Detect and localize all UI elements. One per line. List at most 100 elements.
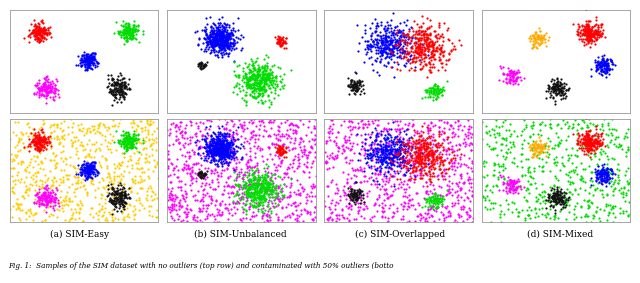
Point: [34, 190, 44, 194]
Point: [380, 187, 390, 191]
Point: [559, 92, 569, 96]
Point: [111, 80, 122, 84]
Point: [176, 129, 186, 134]
Point: [113, 199, 123, 204]
Point: [83, 172, 93, 177]
Point: [429, 123, 440, 127]
Point: [222, 138, 232, 142]
Point: [255, 182, 266, 187]
Point: [431, 145, 442, 149]
Point: [385, 155, 395, 159]
Point: [436, 157, 446, 162]
Point: [584, 27, 595, 32]
Point: [115, 196, 125, 200]
Point: [360, 47, 371, 51]
Point: [221, 143, 231, 147]
Point: [552, 189, 562, 194]
Point: [220, 131, 230, 136]
Point: [355, 188, 365, 193]
Point: [600, 61, 610, 66]
Point: [545, 215, 555, 220]
Point: [387, 159, 397, 163]
Point: [78, 177, 88, 181]
Point: [429, 65, 440, 69]
Point: [250, 95, 260, 100]
Point: [115, 87, 125, 92]
Point: [271, 142, 281, 146]
Point: [269, 118, 279, 123]
Point: [111, 192, 121, 196]
Point: [289, 153, 300, 158]
Point: [118, 140, 129, 145]
Point: [586, 35, 596, 39]
Point: [227, 44, 237, 49]
Point: [294, 136, 305, 140]
Point: [226, 118, 236, 122]
Point: [436, 203, 447, 208]
Point: [206, 168, 216, 173]
Point: [259, 179, 269, 183]
Point: [164, 180, 175, 184]
Point: [136, 126, 146, 130]
Point: [108, 190, 118, 195]
Point: [249, 170, 259, 175]
Point: [259, 70, 269, 74]
Point: [389, 211, 399, 216]
Point: [40, 139, 50, 144]
Point: [244, 78, 255, 82]
Point: [122, 137, 132, 141]
Point: [271, 188, 282, 192]
Point: [123, 23, 133, 27]
Point: [511, 79, 522, 83]
Point: [593, 176, 603, 181]
Point: [272, 192, 282, 197]
Point: [257, 74, 267, 79]
Point: [102, 128, 112, 133]
Point: [265, 134, 275, 138]
Point: [86, 60, 96, 64]
Point: [109, 98, 119, 102]
Point: [265, 217, 275, 222]
Point: [392, 48, 403, 52]
Point: [348, 192, 358, 197]
Point: [509, 161, 519, 165]
Point: [420, 156, 430, 161]
Point: [217, 41, 227, 46]
Point: [290, 138, 300, 143]
Point: [209, 150, 220, 155]
Point: [217, 37, 227, 42]
Point: [48, 197, 58, 201]
Point: [244, 153, 255, 158]
Point: [33, 27, 43, 32]
Point: [227, 140, 237, 144]
Point: [368, 39, 378, 44]
Point: [215, 213, 225, 217]
Point: [514, 210, 524, 215]
Point: [206, 38, 216, 43]
Point: [419, 144, 429, 149]
Point: [91, 211, 101, 216]
Point: [396, 165, 406, 170]
Point: [177, 193, 187, 197]
Point: [367, 171, 378, 175]
Point: [428, 43, 438, 47]
Point: [26, 31, 36, 35]
Point: [225, 153, 235, 157]
Point: [228, 200, 238, 205]
Point: [247, 171, 257, 176]
Point: [585, 35, 595, 39]
Point: [508, 74, 518, 79]
Point: [275, 38, 285, 43]
Point: [553, 84, 563, 89]
Point: [561, 191, 572, 195]
Point: [386, 156, 396, 160]
Point: [548, 205, 558, 210]
Point: [573, 22, 583, 26]
Point: [429, 48, 439, 52]
Point: [220, 41, 230, 46]
Point: [220, 152, 230, 156]
Point: [607, 62, 618, 67]
Point: [426, 32, 436, 36]
Point: [298, 188, 308, 193]
Point: [239, 97, 250, 102]
